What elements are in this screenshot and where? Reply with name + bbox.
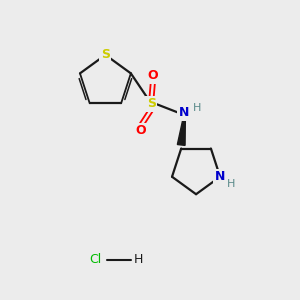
Text: H: H bbox=[227, 179, 236, 189]
Text: H: H bbox=[134, 254, 143, 266]
Polygon shape bbox=[177, 119, 185, 146]
Text: N: N bbox=[215, 170, 225, 183]
Text: Cl: Cl bbox=[89, 254, 101, 266]
Text: O: O bbox=[136, 124, 146, 137]
Text: N: N bbox=[179, 106, 189, 119]
Text: H: H bbox=[193, 103, 201, 113]
Text: S: S bbox=[147, 98, 156, 110]
Text: O: O bbox=[148, 69, 158, 82]
Text: S: S bbox=[101, 48, 110, 62]
